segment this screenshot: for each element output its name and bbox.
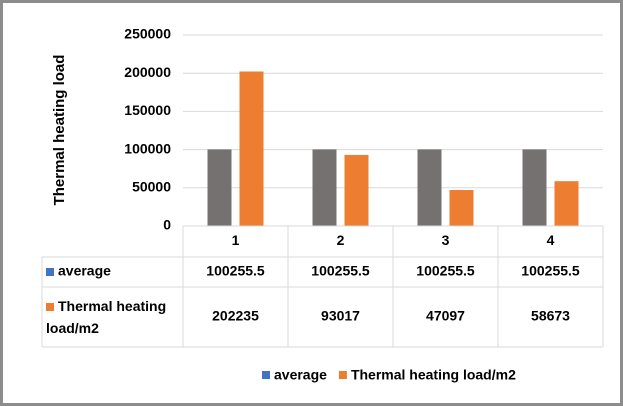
table-value: 202235 <box>212 308 259 324</box>
bar <box>522 149 547 226</box>
bar <box>312 149 337 226</box>
legend-key <box>338 371 347 379</box>
table-value: 47097 <box>426 308 465 324</box>
table-value: 100255.5 <box>521 263 580 279</box>
legend-key <box>262 371 270 379</box>
legend-label: Thermal heating load/m2 <box>351 367 516 383</box>
table-value: 93017 <box>321 308 360 324</box>
bar <box>554 181 579 226</box>
x-tick-label: 2 <box>337 232 345 248</box>
y-tick-label: 50000 <box>132 179 171 195</box>
table-row-label-line: load/m2 <box>46 320 99 336</box>
x-tick-label: 1 <box>232 232 240 248</box>
y-tick-label: 150000 <box>124 102 171 118</box>
bar <box>449 190 474 226</box>
legend-label: average <box>274 367 327 383</box>
table-row-label-line: Thermal heating <box>58 298 166 314</box>
table-row-label: average <box>58 263 111 279</box>
table-value: 100255.5 <box>206 263 265 279</box>
table-value: 58673 <box>531 308 570 324</box>
table-legend-key <box>46 303 54 311</box>
table-legend-key <box>46 268 54 276</box>
y-axis-title: Thermal heating load <box>51 55 68 206</box>
y-tick-label: 0 <box>163 217 171 233</box>
x-tick-label: 4 <box>547 232 555 248</box>
x-tick-label: 3 <box>442 232 450 248</box>
y-tick-label: 200000 <box>124 64 171 80</box>
bar <box>207 149 232 226</box>
bar <box>417 149 442 226</box>
table-row-label: Thermal heating load/m2 <box>46 298 166 336</box>
bar <box>239 71 264 226</box>
table-value: 100255.5 <box>416 263 475 279</box>
table-value: 100255.5 <box>311 263 370 279</box>
bar <box>344 154 369 226</box>
y-tick-label: 250000 <box>124 26 171 42</box>
y-tick-label: 100000 <box>124 140 171 156</box>
